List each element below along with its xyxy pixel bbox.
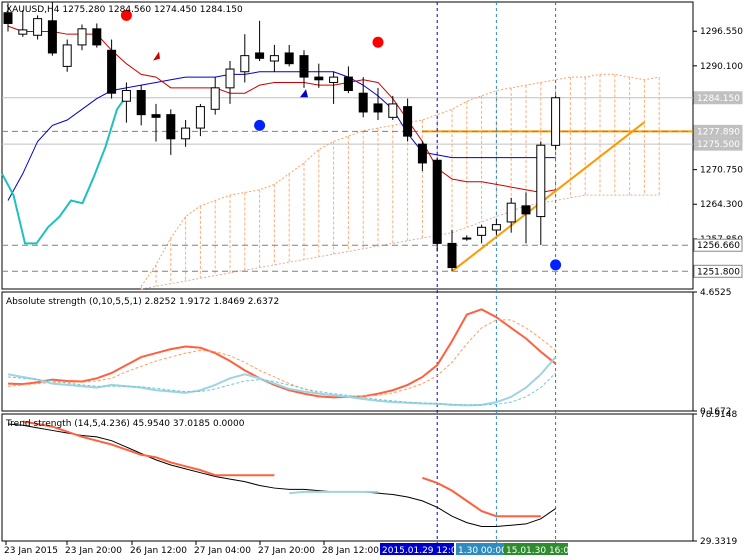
trend-strength-series xyxy=(7,423,556,527)
time-axis-label: 27 Jan 20:00 xyxy=(258,546,315,556)
bearish-candle[interactable] xyxy=(47,20,57,54)
time-highlight-box xyxy=(504,543,568,555)
bullish-candle[interactable] xyxy=(551,97,561,146)
time-highlight-box xyxy=(456,543,504,555)
support-trendline xyxy=(451,121,646,273)
time-highlight-text: 1.30 00:00 xyxy=(458,546,507,556)
time-axis-label: 23 Jan 20:00 xyxy=(65,546,122,556)
trend-tick-label: 29.3319 xyxy=(700,537,737,547)
time-axis-label: 27 Jan 04:00 xyxy=(194,546,251,556)
absolute-strength-series xyxy=(7,319,556,397)
trend-strength-series xyxy=(22,420,275,477)
bearish-candle[interactable] xyxy=(284,52,294,65)
bearish-candle[interactable] xyxy=(403,106,413,137)
bullish-candle[interactable] xyxy=(477,226,487,236)
time-highlight-text: 2015.01.29 12:00 xyxy=(382,546,463,556)
bearish-candle[interactable] xyxy=(314,76,324,81)
kumo-upper-edge xyxy=(140,73,660,287)
price-label-text: 1275.500 xyxy=(697,140,740,150)
bearish-candle[interactable] xyxy=(92,28,102,46)
cross-arrow-icon xyxy=(153,51,160,61)
chikou-span-line xyxy=(1,92,130,245)
bearish-candle[interactable] xyxy=(107,49,117,94)
bullish-candle[interactable] xyxy=(18,29,28,35)
price-tick-label: 1270.750 xyxy=(700,166,743,176)
price-label-box xyxy=(693,124,743,138)
bearish-candle[interactable] xyxy=(521,205,531,215)
absolute-strength-header: Absolute strength (0,10,5,5,1) 2.8252 1.… xyxy=(6,297,279,307)
bullish-candle[interactable] xyxy=(269,55,279,62)
buy-signal-dot xyxy=(254,119,266,131)
price-label-box xyxy=(693,238,743,252)
time-highlight-text: 15.01.30 16:00 xyxy=(506,546,575,556)
bullish-candle[interactable] xyxy=(33,18,43,36)
bearish-candle[interactable] xyxy=(432,159,442,244)
price-tick-label: 1264.300 xyxy=(700,200,743,210)
buy-signal-dot xyxy=(550,259,562,271)
bearish-candle[interactable] xyxy=(373,103,383,113)
bearish-candle[interactable] xyxy=(255,52,265,59)
cross-arrow-icon xyxy=(300,89,308,98)
bullish-candle[interactable] xyxy=(240,55,250,73)
bearish-candle[interactable] xyxy=(136,90,146,116)
bearish-candle[interactable] xyxy=(447,242,457,269)
trend-strength-header: Trend strength (14,5,4.236) 45.9540 37.0… xyxy=(5,419,245,429)
bullish-candle[interactable] xyxy=(77,28,87,46)
bearish-candle[interactable] xyxy=(166,114,176,140)
absolute-strength-series xyxy=(7,308,557,399)
price-tick-label: 1290.100 xyxy=(700,62,743,72)
price-label-text: 1256.660 xyxy=(697,241,740,251)
time-axis-label: 23 Jan 2015 xyxy=(4,546,58,556)
price-label-text: 1284.150 xyxy=(697,94,740,104)
absolute-strength-series xyxy=(7,372,556,406)
panel-frame-2 xyxy=(1,291,694,412)
price-label-text: 1277.890 xyxy=(697,127,740,137)
bullish-candle[interactable] xyxy=(329,76,339,83)
absolute-strength-series xyxy=(7,356,557,407)
chart-header: XAUUSD,H4 1275.280 1284.560 1274.450 128… xyxy=(6,5,243,15)
sell-signal-dot xyxy=(120,9,132,21)
price-label-box xyxy=(693,137,743,151)
bearish-candle[interactable] xyxy=(3,12,13,24)
panel-frame-3 xyxy=(1,413,694,542)
trend-strength-series xyxy=(289,490,378,495)
bullish-candle[interactable] xyxy=(225,68,235,89)
bearish-candle[interactable] xyxy=(151,114,161,118)
bullish-candle[interactable] xyxy=(506,202,516,223)
panel-frame-1 xyxy=(1,1,694,290)
bullish-candle[interactable] xyxy=(121,90,131,102)
time-highlight-box xyxy=(380,543,454,555)
absolute-tick-label: 0.1672 xyxy=(700,407,732,417)
price-label-box xyxy=(693,91,743,105)
time-axis-label: 28 Jan 12:00 xyxy=(322,546,379,556)
price-label-box xyxy=(693,264,743,278)
bullish-candle[interactable] xyxy=(62,44,72,67)
absolute-tick-label: 4.6525 xyxy=(700,288,732,298)
price-tick-label: 1296.550 xyxy=(700,27,743,37)
sell-signal-dot xyxy=(372,36,384,48)
bearish-candle[interactable] xyxy=(343,76,353,92)
bearish-candle[interactable] xyxy=(417,143,427,164)
bearish-candle[interactable] xyxy=(299,55,309,78)
bullish-candle[interactable] xyxy=(462,237,472,240)
bearish-candle[interactable] xyxy=(358,92,368,113)
trend-strength-series xyxy=(422,476,541,518)
bullish-candle[interactable] xyxy=(195,106,205,129)
bullish-candle[interactable] xyxy=(388,103,398,118)
bullish-candle[interactable] xyxy=(491,224,501,231)
price-label-text: 1251.800 xyxy=(697,267,740,277)
time-axis-label: 26 Jan 12:00 xyxy=(130,546,187,556)
bullish-candle[interactable] xyxy=(181,127,191,140)
kijun-sen-line xyxy=(7,71,556,201)
bullish-candle[interactable] xyxy=(536,144,546,218)
trend-tick-label: 78.9148 xyxy=(700,410,737,420)
bullish-candle[interactable] xyxy=(210,87,220,110)
